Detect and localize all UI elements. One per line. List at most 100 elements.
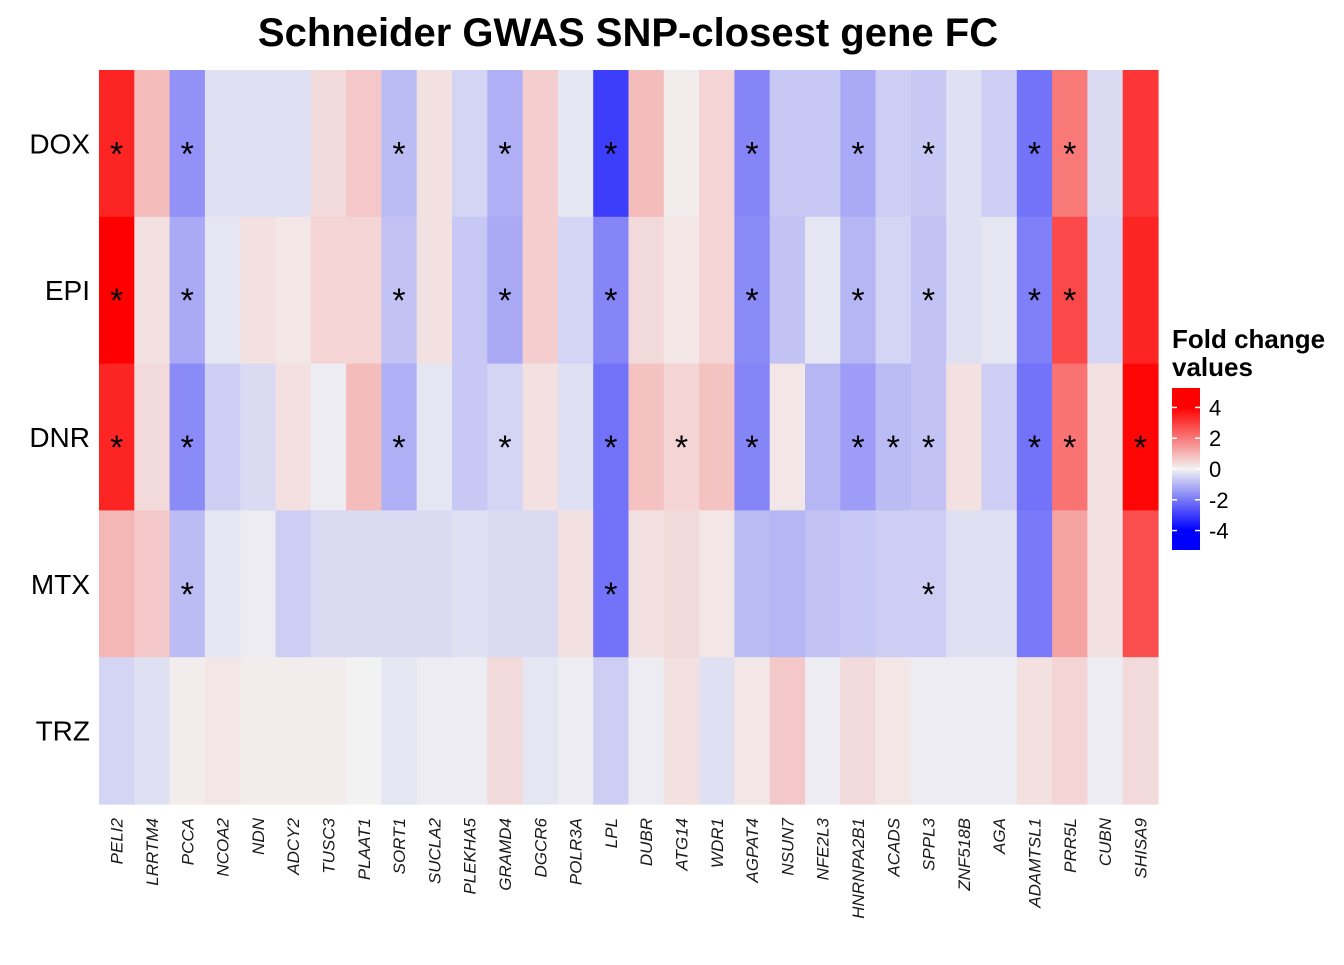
significance-marker-dnr-atg14: * (675, 429, 688, 467)
heatmap-cell-epi-atg14 (663, 216, 700, 365)
significance-marker-epi-pcca: * (181, 282, 194, 320)
heatmap-cell-mtx-gramd4 (487, 510, 524, 658)
heatmap-cell-trz-dubr (628, 657, 665, 805)
heatmap-cell-dox-cubn (1087, 70, 1124, 218)
heatmap-cell-trz-tusc3 (310, 657, 347, 805)
heatmap-cell-dnr-lpl (593, 363, 630, 511)
heatmap-cell-dnr-atg14 (663, 363, 700, 511)
heatmap-cell-dox-pcca (169, 70, 206, 218)
heatmap-cell-dox-nfe2l3 (805, 70, 841, 218)
heatmap-cell-mtx-acads (875, 510, 912, 658)
heatmap-cell-mtx-peli2 (99, 510, 135, 658)
heatmap-cell-dnr-plaat1 (346, 363, 382, 511)
column-label-sppl3: SPPL3 (920, 817, 939, 870)
heatmap-cell-mtx-sppl3 (910, 510, 947, 658)
heatmap-cell-epi-acads (875, 216, 912, 365)
heatmap-cell-dnr-shisa9 (1122, 363, 1159, 511)
column-labels: PELI2 LRRTM4 PCCA NCOA2 NDN ADCY2 TUSC3 PLAAT1 S… (108, 817, 1151, 919)
significance-marker-dox-sort1: * (392, 135, 405, 173)
heatmap-cell-trz-aga (981, 657, 1018, 805)
heatmap-cell-dox-sort1 (381, 70, 418, 218)
heatmap-cell-mtx-agpat4 (734, 510, 771, 658)
heatmap-cell-epi-sucla2 (416, 216, 453, 365)
column-label-polr3a: POLR3A (567, 818, 586, 885)
heatmap-cell-dnr-dubr (628, 363, 665, 511)
heatmap-cell-mtx-ndn (240, 510, 277, 658)
column-label-dgcr6: DGCR6 (531, 817, 550, 877)
heatmap-cell-dnr-nsun7 (769, 363, 806, 511)
heatmap-cell-epi-dgcr6 (522, 216, 559, 365)
heatmap-cell-trz-hnrnpa2b1 (840, 657, 877, 805)
heatmap-cell-trz-adamtsl1 (1016, 657, 1053, 805)
heatmap-cell-mtx-nfe2l3 (805, 510, 841, 658)
column-label-adamtsl1: ADAMTSL1 (1025, 818, 1044, 909)
heatmap-cell-trz-sucla2 (416, 657, 453, 805)
legend-tick-label: 0 (1209, 457, 1221, 482)
heatmap-cell-dox-lpl (593, 70, 630, 218)
heatmap-cell-dnr-ndn (240, 363, 277, 511)
significance-marker-epi-adamtsl1: * (1028, 282, 1041, 320)
heatmap-cell-dnr-prr5l (1052, 363, 1088, 511)
column-label-adcy2: ADCY2 (284, 817, 303, 875)
heatmap-cell-trz-peli2 (99, 657, 135, 805)
heatmap-cell-dnr-lrrtm4 (134, 363, 171, 511)
significance-marker-dox-sppl3: * (922, 135, 935, 173)
heatmap-cell-trz-znf518b (946, 657, 983, 805)
heatmap-cell-mtx-dubr (628, 510, 665, 658)
legend-tick-label: -4 (1209, 519, 1229, 544)
heatmap-cell-dox-adcy2 (275, 70, 312, 218)
heatmap-cell-epi-plekha5 (452, 216, 488, 365)
heatmap-cell-trz-ncoa2 (204, 657, 241, 805)
legend-title-line1: Fold change (1172, 324, 1325, 354)
significance-marker-dnr-hnrnpa2b1: * (851, 429, 864, 467)
significance-marker-epi-hnrnpa2b1: * (851, 282, 864, 320)
column-label-wdr1: WDR1 (708, 818, 727, 868)
heatmap-cell-dox-hnrnpa2b1 (840, 70, 877, 218)
row-label-epi: EPI (45, 275, 90, 306)
heatmap-cell-dox-lrrtm4 (134, 70, 171, 218)
column-label-tusc3: TUSC3 (319, 817, 338, 873)
column-label-plaat1: PLAAT1 (355, 818, 374, 880)
significance-marker-dox-gramd4: * (498, 135, 511, 173)
heatmap-cell-trz-ndn (240, 657, 277, 805)
legend: Fold change values 4 2 0 -2 -4 (1172, 324, 1325, 550)
heatmap-cell-dox-shisa9 (1122, 70, 1159, 218)
heatmap-cell-mtx-wdr1 (699, 510, 735, 658)
legend-tick-label: 2 (1209, 426, 1221, 451)
heatmap-cell-mtx-adamtsl1 (1016, 510, 1053, 658)
column-label-plekha5: PLEKHA5 (461, 817, 480, 894)
heatmap-cell-epi-nsun7 (769, 216, 806, 365)
heatmap-cell-mtx-tusc3 (310, 510, 347, 658)
heatmap-cell-mtx-lrrtm4 (134, 510, 171, 658)
heatmap-cell-mtx-polr3a (557, 510, 594, 658)
column-label-shisa9: SHISA9 (1131, 817, 1150, 878)
significance-marker-mtx-lpl: * (604, 576, 617, 614)
column-label-ncoa2: NCOA2 (214, 817, 233, 876)
heatmap-cell-trz-dgcr6 (522, 657, 559, 805)
heatmap-cell-mtx-cubn (1087, 510, 1124, 658)
heatmap-cell-trz-plaat1 (346, 657, 382, 805)
heatmap-cell-mtx-shisa9 (1122, 510, 1159, 658)
heatmap-cell-mtx-lpl (593, 510, 630, 658)
heatmap-cell-dox-dgcr6 (522, 70, 559, 218)
heatmap-cell-epi-peli2 (99, 216, 135, 365)
heatmap-cell-dnr-nfe2l3 (805, 363, 841, 511)
significance-markers: * * * * * * * * * * * * * * * * * * * * * * * * * * * * * * * * * * * * (110, 135, 1147, 613)
heatmap-cell-dox-znf518b (946, 70, 983, 218)
significance-marker-dnr-adamtsl1: * (1028, 429, 1041, 467)
heatmap-cell-dox-plekha5 (452, 70, 488, 218)
heatmap-cell-dnr-wdr1 (699, 363, 735, 511)
legend-title-line2: values (1172, 352, 1253, 382)
column-label-nsun7: NSUN7 (778, 817, 797, 875)
column-label-nfe2l3: NFE2L3 (814, 817, 833, 880)
heatmap-cell-epi-nfe2l3 (805, 216, 841, 365)
heatmap-cell-trz-prr5l (1052, 657, 1088, 805)
significance-marker-epi-lpl: * (604, 282, 617, 320)
heatmap-cell-dox-agpat4 (734, 70, 771, 218)
heatmap-cell-epi-cubn (1087, 216, 1124, 365)
heatmap-cell-epi-sppl3 (910, 216, 947, 365)
column-label-gramd4: GRAMD4 (496, 818, 515, 891)
heatmap-cell-epi-znf518b (946, 216, 983, 365)
heatmap-cell-dnr-hnrnpa2b1 (840, 363, 877, 511)
